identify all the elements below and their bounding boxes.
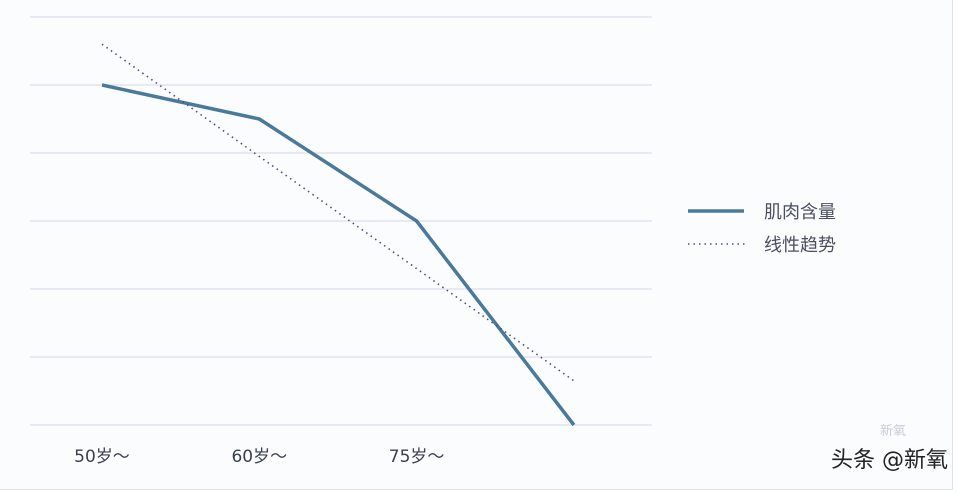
legend-label: 线性趋势 bbox=[764, 235, 836, 256]
legend-label: 肌肉含量 bbox=[764, 202, 836, 223]
series-line-0 bbox=[101, 83, 576, 427]
x-tick-label: 60岁～ bbox=[231, 447, 287, 467]
series-line-1 bbox=[101, 43, 575, 382]
watermark: 头条 @新氧 bbox=[831, 448, 948, 473]
x-tick-label: 75岁～ bbox=[389, 447, 445, 467]
watermark-logo: 新氧 bbox=[880, 424, 907, 439]
x-tick-label: 50岁～ bbox=[74, 447, 130, 467]
